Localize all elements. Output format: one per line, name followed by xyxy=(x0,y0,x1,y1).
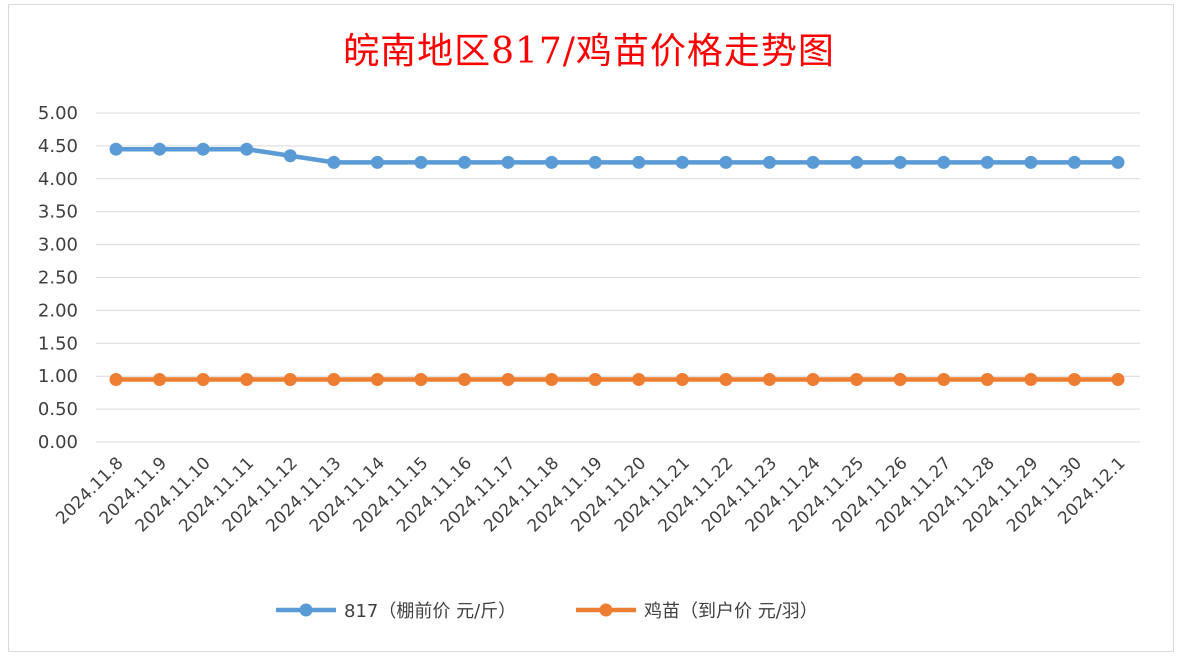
data-point[interactable] xyxy=(1024,372,1038,386)
data-point[interactable] xyxy=(762,155,776,169)
data-point[interactable] xyxy=(850,372,864,386)
data-point[interactable] xyxy=(893,155,907,169)
y-tick-label: 0.50 xyxy=(38,399,78,420)
data-point[interactable] xyxy=(458,155,472,169)
series-lines xyxy=(109,142,1125,386)
data-point[interactable] xyxy=(414,155,428,169)
chart-area[interactable] xyxy=(8,4,1174,652)
legend-label: 817（棚前价 元/斤） xyxy=(344,601,516,622)
legend-item-2[interactable]: 鸡苗（到户价 元/羽） xyxy=(576,601,818,622)
data-point[interactable] xyxy=(632,155,646,169)
x-axis-ticks: 2024.11.82024.11.92024.11.102024.11.1120… xyxy=(52,453,1129,536)
data-point[interactable] xyxy=(893,372,907,386)
y-tick-label: 5.00 xyxy=(38,103,78,124)
data-point[interactable] xyxy=(545,372,559,386)
series-2 xyxy=(109,372,1125,386)
data-point[interactable] xyxy=(327,372,341,386)
data-point[interactable] xyxy=(501,155,515,169)
data-point[interactable] xyxy=(196,372,210,386)
data-point[interactable] xyxy=(370,372,384,386)
y-tick-label: 2.00 xyxy=(38,300,78,321)
y-tick-label: 1.00 xyxy=(38,366,78,387)
y-tick-label: 1.50 xyxy=(38,333,78,354)
data-point[interactable] xyxy=(806,372,820,386)
y-tick-label: 4.00 xyxy=(38,169,78,190)
series-line xyxy=(113,146,1121,165)
data-point[interactable] xyxy=(240,372,254,386)
legend[interactable]: 817（棚前价 元/斤） 鸡苗（到户价 元/羽） xyxy=(276,601,818,622)
data-point[interactable] xyxy=(937,372,951,386)
data-point[interactable] xyxy=(1111,155,1125,169)
data-point[interactable] xyxy=(850,155,864,169)
data-point[interactable] xyxy=(109,372,123,386)
data-point[interactable] xyxy=(458,372,472,386)
data-point[interactable] xyxy=(153,372,167,386)
y-tick-label: 3.50 xyxy=(38,202,78,223)
legend-marker xyxy=(599,603,613,617)
y-tick-label: 2.50 xyxy=(38,268,78,289)
data-point[interactable] xyxy=(1111,372,1125,386)
data-point[interactable] xyxy=(327,155,341,169)
data-point[interactable] xyxy=(675,372,689,386)
data-point[interactable] xyxy=(719,155,733,169)
data-point[interactable] xyxy=(1024,155,1038,169)
data-point[interactable] xyxy=(937,155,951,169)
y-axis-ticks: 0.00 0.50 1.00 1.50 2.00 2.50 3.00 3.50 4.00 4.50… xyxy=(38,103,78,453)
data-point[interactable] xyxy=(1067,372,1081,386)
data-point[interactable] xyxy=(762,372,776,386)
data-point[interactable] xyxy=(632,372,646,386)
y-tick-label: 0.00 xyxy=(38,432,78,453)
series-1 xyxy=(109,142,1125,169)
data-point[interactable] xyxy=(719,372,733,386)
data-point[interactable] xyxy=(675,155,689,169)
data-point[interactable] xyxy=(980,372,994,386)
y-tick-label: 4.50 xyxy=(38,136,78,157)
data-point[interactable] xyxy=(806,155,820,169)
data-point[interactable] xyxy=(283,149,297,163)
data-point[interactable] xyxy=(1067,155,1081,169)
data-point[interactable] xyxy=(109,142,123,156)
data-point[interactable] xyxy=(980,155,994,169)
data-point[interactable] xyxy=(283,372,297,386)
data-point[interactable] xyxy=(588,155,602,169)
data-point[interactable] xyxy=(196,142,210,156)
data-point[interactable] xyxy=(545,155,559,169)
data-point[interactable] xyxy=(588,372,602,386)
gridlines xyxy=(96,112,1140,443)
data-point[interactable] xyxy=(153,142,167,156)
data-point[interactable] xyxy=(240,142,254,156)
chart-title: 皖南地区817/鸡苗价格走势图 xyxy=(343,31,835,72)
legend-item-1[interactable]: 817（棚前价 元/斤） xyxy=(276,601,516,622)
data-point[interactable] xyxy=(414,372,428,386)
legend-label: 鸡苗（到户价 元/羽） xyxy=(644,601,818,622)
data-point[interactable] xyxy=(370,155,384,169)
data-point[interactable] xyxy=(501,372,515,386)
legend-marker xyxy=(299,603,313,617)
y-tick-label: 3.00 xyxy=(38,235,78,256)
